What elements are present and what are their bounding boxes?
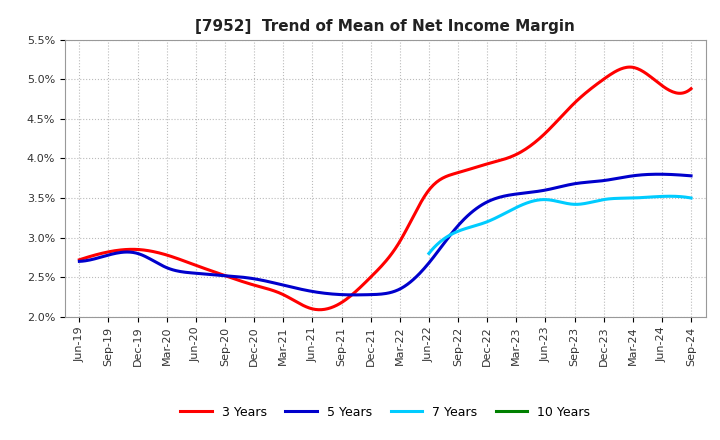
Title: [7952]  Trend of Mean of Net Income Margin: [7952] Trend of Mean of Net Income Margi… bbox=[195, 19, 575, 34]
Legend: 3 Years, 5 Years, 7 Years, 10 Years: 3 Years, 5 Years, 7 Years, 10 Years bbox=[176, 401, 595, 424]
